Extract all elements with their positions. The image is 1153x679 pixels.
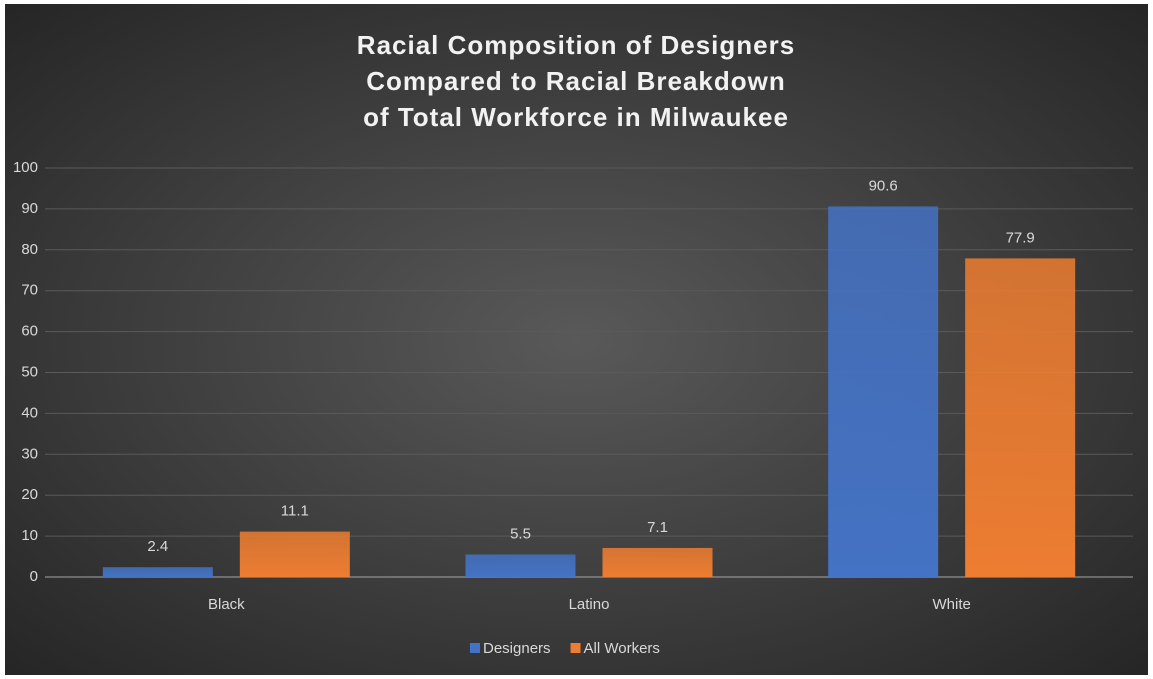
y-tick-label: 0 xyxy=(30,568,38,585)
x-tick-label: Latino xyxy=(569,596,610,613)
legend-label: Designers xyxy=(483,640,551,657)
chart-background xyxy=(5,4,1148,675)
y-tick-label: 20 xyxy=(21,486,38,503)
data-label: 90.6 xyxy=(869,177,898,194)
y-tick-label: 60 xyxy=(21,323,38,340)
bar xyxy=(465,554,576,577)
y-tick-label: 30 xyxy=(21,445,38,462)
y-tick-label: 90 xyxy=(21,200,38,217)
data-label: 5.5 xyxy=(510,525,531,542)
y-tick-label: 40 xyxy=(21,404,38,421)
bar xyxy=(602,547,713,577)
chart-title: Racial Composition of Designers xyxy=(357,30,795,60)
bar xyxy=(239,531,350,577)
x-tick-label: White xyxy=(932,596,970,613)
y-tick-label: 70 xyxy=(21,282,38,299)
y-tick-label: 100 xyxy=(13,159,38,176)
legend-swatch xyxy=(570,643,581,653)
bar xyxy=(102,567,213,577)
legend-label: All Workers xyxy=(584,640,660,657)
bar xyxy=(828,206,939,578)
data-label: 7.1 xyxy=(647,519,668,536)
data-label: 77.9 xyxy=(1006,229,1035,246)
y-tick-label: 10 xyxy=(21,527,38,544)
data-label: 11.1 xyxy=(281,503,309,520)
chart-title: Compared to Racial Breakdown xyxy=(366,66,786,96)
legend-swatch xyxy=(470,643,480,653)
y-tick-label: 50 xyxy=(21,363,38,380)
x-tick-label: Black xyxy=(208,596,245,613)
bar xyxy=(965,258,1076,577)
data-label: 2.4 xyxy=(147,538,168,555)
chart-title: of Total Workforce in Milwaukee xyxy=(363,102,789,132)
y-tick-label: 80 xyxy=(21,241,38,258)
